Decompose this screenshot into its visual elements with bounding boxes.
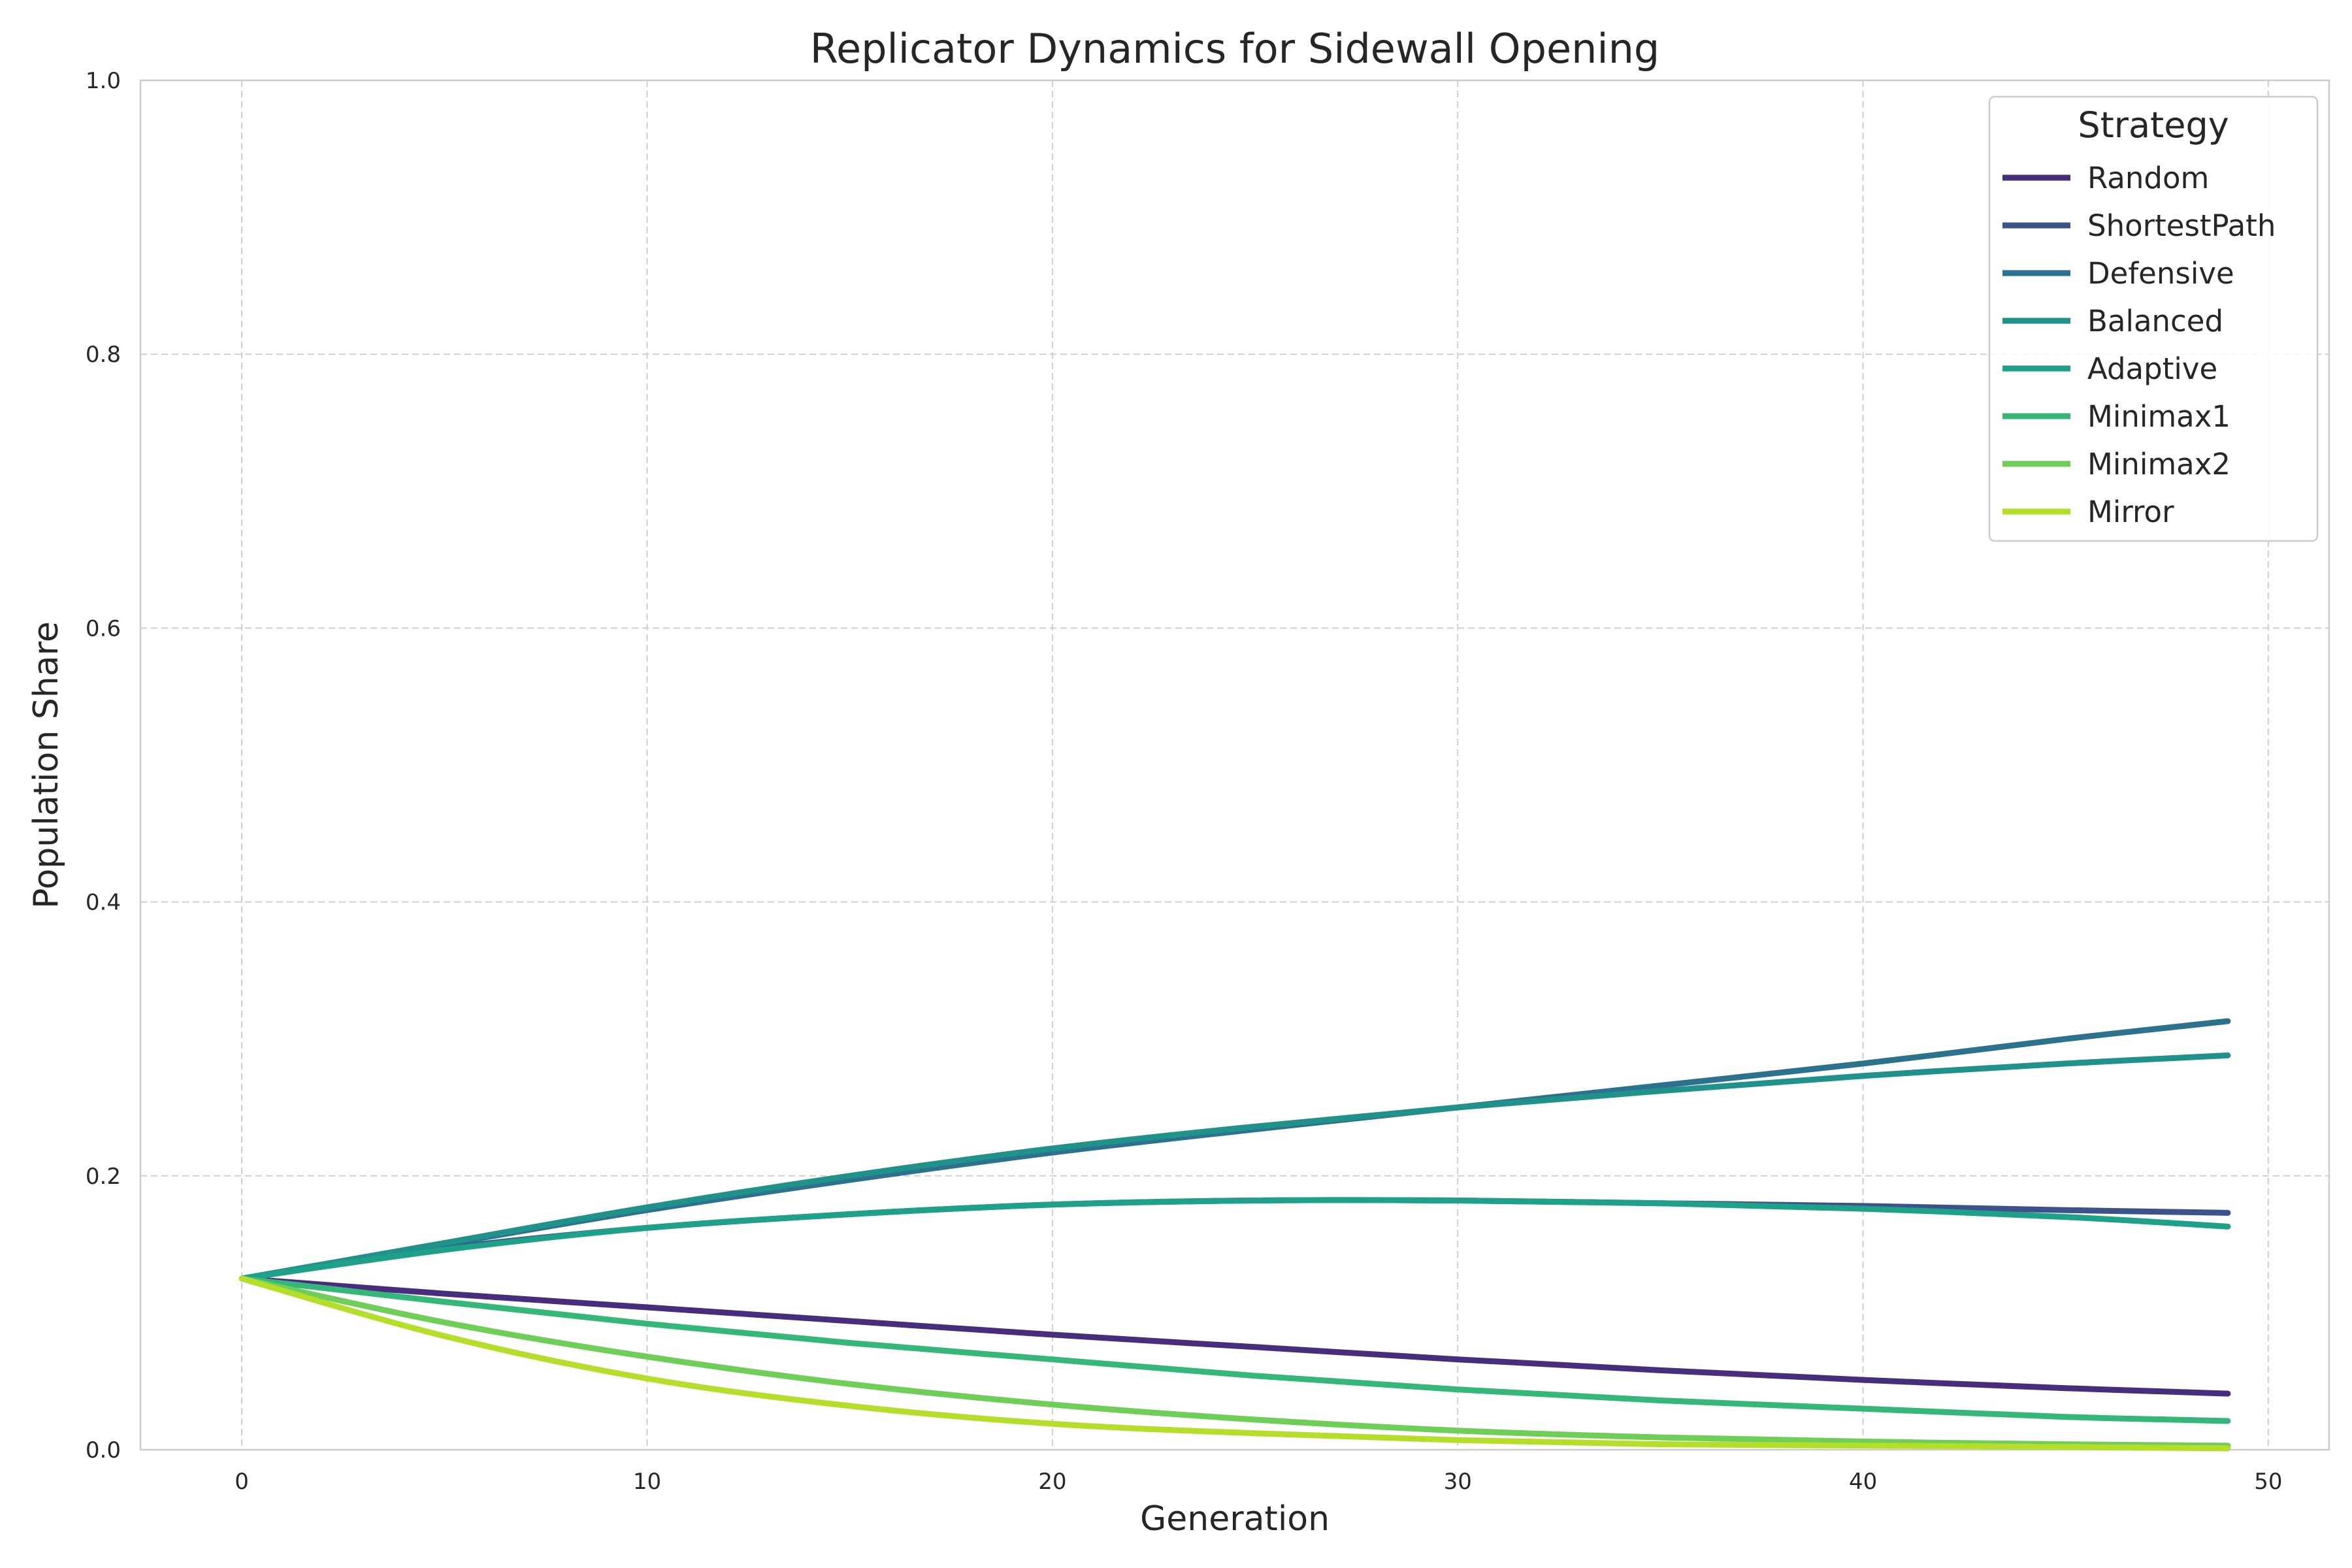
y-tick-label: 0.0 — [86, 1437, 121, 1463]
legend-label: Random — [2087, 161, 2209, 195]
x-tick-label: 30 — [1444, 1469, 1472, 1495]
y-axis-label: Population Share — [27, 621, 66, 909]
x-tick-label: 20 — [1038, 1469, 1066, 1495]
series-line-minimax1 — [238, 1275, 2231, 1424]
y-tick-label: 0.6 — [86, 615, 121, 642]
y-tick-label: 0.2 — [86, 1164, 121, 1190]
legend-label: Balanced — [2087, 304, 2223, 338]
legend-label: Mirror — [2087, 495, 2174, 529]
chart-title: Replicator Dynamics for Sidewall Opening — [810, 25, 1660, 73]
series-line-minimax2 — [238, 1275, 2231, 1449]
legend-label: ShortestPath — [2087, 208, 2276, 243]
legend-label: Defensive — [2087, 256, 2234, 291]
series-line-mirror — [238, 1275, 2231, 1452]
series-lines — [238, 1018, 2231, 1452]
x-axis-label: Generation — [1140, 1499, 1330, 1539]
x-tick-label: 0 — [235, 1469, 249, 1495]
y-tick-label: 0.4 — [86, 890, 121, 916]
legend: Strategy Random ShortestPath Defensive Balan… — [1988, 95, 2319, 542]
series-line-adaptive — [238, 1197, 2231, 1282]
plot-frame — [139, 79, 2330, 1451]
legend-box — [1988, 95, 2319, 542]
legend-label: Adaptive — [2087, 351, 2217, 386]
x-tick-label: 10 — [633, 1469, 661, 1495]
y-tick-label: 0.8 — [86, 342, 121, 368]
x-tick-label: 40 — [1849, 1469, 1877, 1495]
x-tick-label: 50 — [2254, 1469, 2282, 1495]
y-axis: 0.0 0.2 0.4 0.6 0.8 1.0 — [86, 68, 121, 1463]
series-line-balanced — [238, 1052, 2231, 1282]
legend-label: Minimax1 — [2087, 399, 2230, 434]
legend-label: Minimax2 — [2087, 447, 2230, 482]
series-line-random — [238, 1275, 2231, 1397]
legend-title: Strategy — [2078, 105, 2229, 146]
x-axis: 0 10 20 30 40 50 — [235, 1469, 2282, 1495]
y-tick-label: 1.0 — [86, 68, 121, 94]
